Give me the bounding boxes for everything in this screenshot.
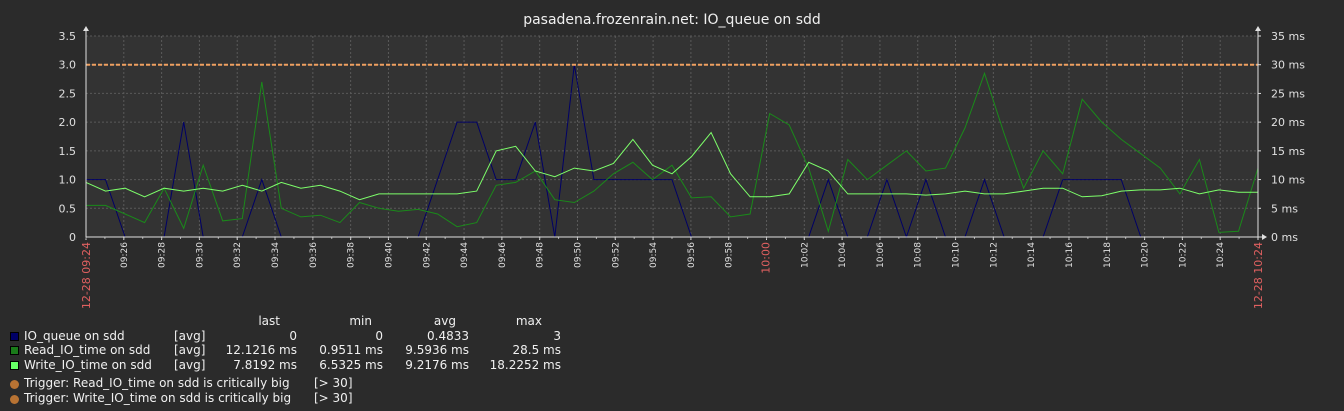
x-tick-label: 09:56 [687,242,697,268]
x-tick-label: 09:44 [460,242,470,268]
trigger-condition: [> 30] [314,376,353,390]
x-tick-label: 09:58 [725,242,735,268]
y-left-tick-label: 3.0 [59,59,77,72]
y-right-tick-label: 15 ms [1271,145,1305,158]
x-tick-label: 09:34 [271,242,281,268]
x-tick-label: 09:36 [309,242,319,268]
y-axis-right: 0 ms 5 ms 10 ms 15 ms 20 ms 25 ms 30 ms 35 ms [1258,30,1305,244]
legend-series-func: [avg] [174,357,206,372]
x-tick-label: 09:32 [233,242,243,268]
x-tick-label: 10:04 [838,242,848,268]
legend-value-avg: 9.5936 ms [405,343,469,357]
y-axis-left: 0 0.5 1.0 1.5 2.0 2.5 3.0 3.5 [59,30,77,244]
x-tick-label: 09:30 [195,242,205,268]
trigger-dot-icon [10,394,19,404]
y-right-tick-label: 25 ms [1271,87,1305,100]
legend-series-name: IO_queue on sdd [24,328,125,343]
x-start-label: 12-28 09:24 [80,242,93,309]
x-tick-label: 10:12 [989,242,999,268]
legend-value-min: 6.5325 ms [319,357,383,372]
x-tick-label: 10:20 [1141,242,1151,268]
y-left-tick-label: 2.5 [59,87,77,100]
y-right-tick-label: 0 ms [1271,231,1298,244]
x-tick-label: 09:38 [347,242,357,268]
y-axis-left-arrow-icon [83,26,89,31]
x-tick-label: 09:50 [573,242,583,268]
legend-header-max: max [515,314,542,328]
x-tick-label: 09:40 [384,242,394,268]
legend-header-avg: avg [433,314,456,328]
legend-swatch-write-io-time [10,360,19,370]
x-tick-label: 10:24 [1216,242,1226,268]
x-axis: 09:26 09:28 09:30 09:32 09:34 09:36 09:38 09:40… [80,237,1265,309]
legend-value-last: 7.8192 ms [233,357,297,372]
x-tick-label: 09:26 [120,242,130,268]
legend-value-max: 3 [553,328,561,343]
legend-value-min: 0.9511 ms [319,343,383,357]
trigger-text: Trigger: Read_IO_time on sdd is critical… [24,376,290,390]
trigger-dot-icon [10,380,19,389]
y-left-tick-label: 1.0 [59,174,77,187]
y-axis-right-arrow-icon [1255,26,1261,31]
legend-series-name: Read_IO_time on sdd [24,343,151,357]
legend-value-last: 0 [289,328,297,343]
legend-header-min: min [349,314,372,328]
legend-series-func: [avg] [174,343,206,357]
legend-swatch-io-queue [10,331,19,341]
y-right-tick-label: 30 ms [1271,59,1305,72]
y-left-tick-label: 0 [69,231,76,244]
y-left-tick-label: 1.5 [59,145,77,158]
x-tick-label: 09:42 [422,242,432,268]
y-right-tick-label: 5 ms [1271,202,1298,215]
legend-value-avg: 0.4833 [427,328,469,343]
x-end-label: 12-28 10:24 [1252,242,1265,309]
legend-series-func: [avg] [174,328,206,343]
x-tick-label: 10:18 [1103,242,1113,268]
x-tick-label: 10:02 [800,242,810,268]
y-right-tick-label: 10 ms [1271,174,1305,187]
x-tick-label: 10:16 [1065,242,1075,268]
legend-value-last: 12.1216 ms [225,343,297,357]
trigger-text: Trigger: Write_IO_time on sdd is critica… [24,390,292,405]
legend-series-name: Write_IO_time on sdd [24,357,152,372]
x-tick-label: 10:08 [914,242,924,268]
legend-value-min: 0 [375,328,383,343]
x-tick-label: 10:00 [760,242,773,274]
x-tick-label: 09:52 [611,242,621,268]
x-tick-label: 10:14 [1027,242,1037,268]
y-right-tick-label: 35 ms [1271,30,1305,43]
x-tick-label: 10:22 [1178,242,1188,268]
x-tick-label: 10:06 [876,242,886,268]
legend-header-last: last [258,314,280,328]
y-right-tick-label: 20 ms [1271,116,1305,129]
x-tick-label: 09:54 [649,242,659,268]
legend-swatch-read-io-time [10,346,19,355]
x-tick-label: 09:28 [158,242,168,268]
y-left-tick-label: 3.5 [59,30,77,43]
y-left-tick-label: 0.5 [59,202,77,215]
plot-area [86,36,1258,237]
legend-value-max: 28.5 ms [512,343,561,357]
series-line-write-io-time-on-sdd [85,131,1258,201]
trigger-condition: [> 30] [314,390,353,405]
x-tick-label: 09:46 [498,242,508,268]
legend-value-avg: 9.2176 ms [405,357,469,372]
legend-value-max: 18.2252 ms [489,357,561,372]
x-tick-label: 09:48 [536,242,546,268]
series-line-read-io-time-on-sdd [86,71,1259,234]
y-left-tick-label: 2.0 [59,116,77,129]
chart-title: pasadena.frozenrain.net: IO_queue on sdd [523,12,821,28]
x-tick-label: 10:10 [952,242,962,268]
x-axis-arrow-icon [1262,234,1267,240]
